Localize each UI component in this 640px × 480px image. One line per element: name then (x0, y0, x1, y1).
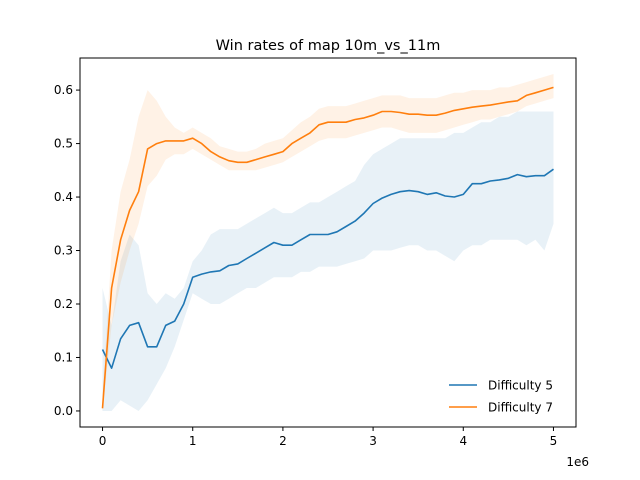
x-tick-label: 5 (550, 434, 558, 448)
y-tick-label: 0.6 (54, 83, 73, 97)
band-series-1 (102, 111, 554, 411)
legend-label-2: Difficulty 7 (488, 401, 553, 415)
y-tick-label: 0.0 (54, 404, 73, 418)
x-axis-offset-label: 1e6 (566, 455, 589, 469)
x-tick-label: 1 (189, 434, 197, 448)
x-tick-label: 2 (279, 434, 287, 448)
chart-title: Win rates of map 10m_vs_11m (216, 38, 441, 54)
y-tick-label: 0.2 (54, 297, 73, 311)
x-tick-label: 4 (459, 434, 467, 448)
x-tick-label: 3 (369, 434, 377, 448)
legend: Difficulty 5 Difficulty 7 (449, 379, 553, 415)
plot-frame (79, 57, 577, 428)
x-tick-label: 0 (99, 434, 107, 448)
series-lines (101, 86, 554, 409)
y-tick-label: 0.1 (54, 350, 73, 364)
band-series-2 (102, 74, 554, 411)
x-axis: 0 1 2 3 4 5 (99, 427, 558, 448)
line-series-2 (101, 86, 554, 409)
y-tick-label: 0.3 (54, 244, 73, 258)
line-series-1 (101, 168, 554, 369)
y-axis: 0.0 0.1 0.2 0.3 0.4 0.5 0.6 (54, 83, 80, 418)
legend-label-1: Difficulty 5 (488, 379, 553, 393)
y-tick-label: 0.5 (54, 137, 73, 151)
y-tick-label: 0.4 (54, 190, 73, 204)
confidence-bands (102, 74, 554, 411)
